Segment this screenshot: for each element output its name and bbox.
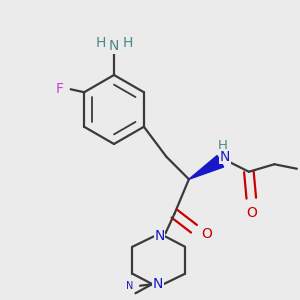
Text: H: H: [122, 36, 133, 50]
Text: F: F: [56, 82, 64, 96]
Text: N: N: [154, 229, 165, 243]
Text: H: H: [95, 36, 106, 50]
Text: O: O: [201, 227, 212, 241]
Text: N: N: [153, 277, 163, 291]
Polygon shape: [189, 155, 224, 179]
Text: O: O: [246, 206, 257, 220]
Text: N: N: [126, 281, 133, 291]
Text: N: N: [220, 150, 230, 164]
Text: N: N: [109, 40, 119, 53]
Text: H: H: [218, 139, 228, 152]
